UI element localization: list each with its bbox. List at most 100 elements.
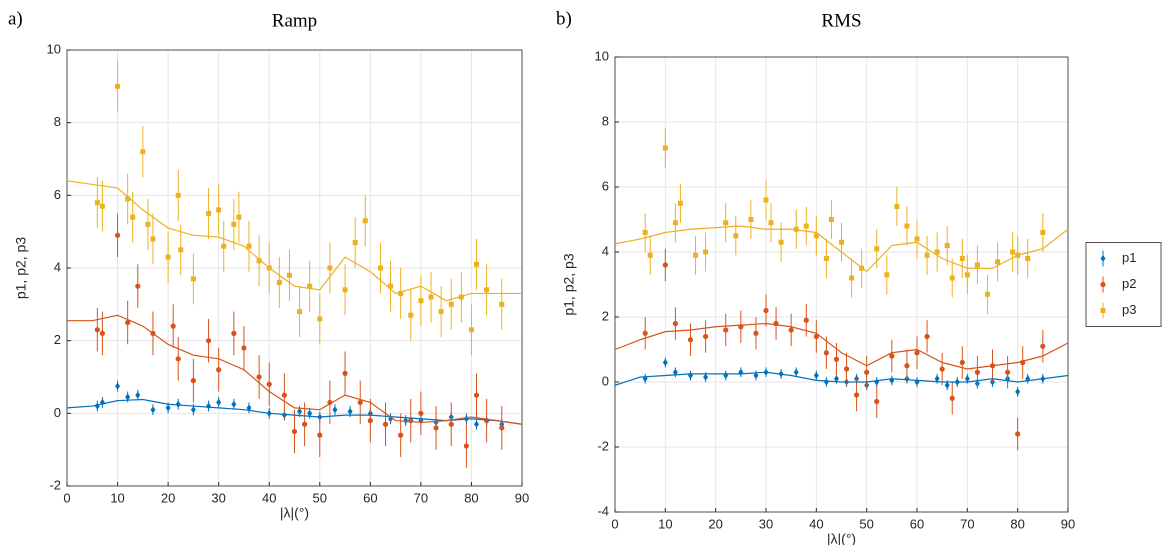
- legend-label: p2: [1122, 276, 1136, 291]
- chart-title: Ramp: [272, 10, 317, 31]
- marker: [317, 432, 323, 438]
- marker: [703, 249, 709, 255]
- marker: [849, 275, 855, 281]
- marker: [125, 393, 131, 401]
- fit-line: [614, 322, 1069, 370]
- legend-label: p3: [1122, 302, 1136, 317]
- marker: [216, 207, 222, 213]
- marker: [418, 410, 424, 416]
- marker: [125, 319, 131, 326]
- marker: [753, 330, 759, 336]
- x-tick-label: 20: [161, 490, 175, 505]
- marker: [114, 232, 121, 238]
- marker: [448, 421, 454, 427]
- marker: [352, 240, 358, 246]
- marker: [843, 366, 850, 372]
- marker: [408, 312, 414, 318]
- marker: [297, 309, 303, 315]
- marker: [854, 392, 860, 398]
- marker: [984, 291, 990, 297]
- marker: [135, 391, 141, 399]
- marker: [1100, 308, 1106, 313]
- marker: [463, 443, 469, 449]
- marker: [1025, 256, 1031, 261]
- marker: [733, 233, 739, 239]
- marker: [944, 243, 950, 248]
- marker: [190, 378, 196, 384]
- marker: [94, 200, 100, 206]
- marker: [833, 375, 839, 383]
- marker: [959, 256, 965, 261]
- marker: [662, 145, 668, 151]
- marker: [281, 392, 287, 398]
- marker: [231, 400, 237, 408]
- marker: [135, 283, 141, 289]
- x-tick-label: 0: [63, 490, 70, 505]
- fit-line: [67, 314, 523, 425]
- marker: [115, 382, 121, 390]
- marker: [662, 262, 668, 268]
- x-tick-label: 70: [960, 516, 974, 531]
- marker: [939, 366, 945, 372]
- marker: [438, 309, 444, 315]
- y-tick-label: 0: [54, 405, 61, 420]
- marker: [959, 359, 965, 366]
- marker: [964, 375, 970, 383]
- marker: [672, 368, 678, 376]
- marker: [499, 425, 505, 431]
- marker: [342, 370, 348, 376]
- y-tick-label: 6: [54, 187, 61, 202]
- marker: [904, 223, 910, 229]
- marker: [499, 301, 505, 307]
- marker: [246, 243, 252, 249]
- marker: [150, 406, 156, 414]
- marker: [1010, 249, 1016, 255]
- marker: [672, 320, 679, 327]
- marker: [398, 290, 404, 296]
- marker: [763, 307, 769, 314]
- marker: [823, 378, 829, 386]
- marker: [823, 350, 830, 356]
- x-tick-label: 20: [708, 516, 722, 531]
- marker: [433, 425, 439, 431]
- marker: [803, 317, 809, 323]
- marker: [974, 262, 980, 268]
- marker: [1100, 281, 1106, 288]
- marker: [473, 392, 480, 398]
- y-tick-label: 8: [602, 113, 609, 128]
- marker: [115, 83, 121, 89]
- marker: [99, 330, 105, 336]
- marker: [793, 226, 799, 232]
- marker: [246, 404, 252, 412]
- y-axis-label: p1, p2, p3: [561, 253, 577, 315]
- marker: [1100, 255, 1106, 262]
- marker: [448, 301, 454, 307]
- marker: [291, 428, 298, 435]
- marker: [642, 230, 648, 235]
- marker: [241, 345, 247, 351]
- marker: [140, 149, 146, 155]
- marker: [723, 220, 729, 226]
- y-tick-label: 10: [47, 41, 61, 56]
- marker: [190, 406, 196, 414]
- y-tick-label: 6: [602, 178, 609, 193]
- marker: [677, 200, 683, 206]
- marker: [934, 375, 940, 383]
- marker: [647, 252, 653, 258]
- x-tick-label: 10: [658, 516, 672, 531]
- marker: [924, 252, 930, 258]
- marker: [276, 280, 282, 286]
- marker: [382, 421, 389, 427]
- marker: [236, 214, 242, 220]
- marker: [1040, 230, 1046, 235]
- marker: [833, 356, 840, 362]
- plot-frame: [614, 56, 1069, 513]
- marker: [94, 327, 100, 333]
- marker: [256, 374, 262, 380]
- marker: [813, 372, 819, 379]
- marker: [297, 408, 303, 416]
- legend-box: [1085, 242, 1162, 327]
- marker: [889, 353, 895, 359]
- marker: [205, 338, 212, 344]
